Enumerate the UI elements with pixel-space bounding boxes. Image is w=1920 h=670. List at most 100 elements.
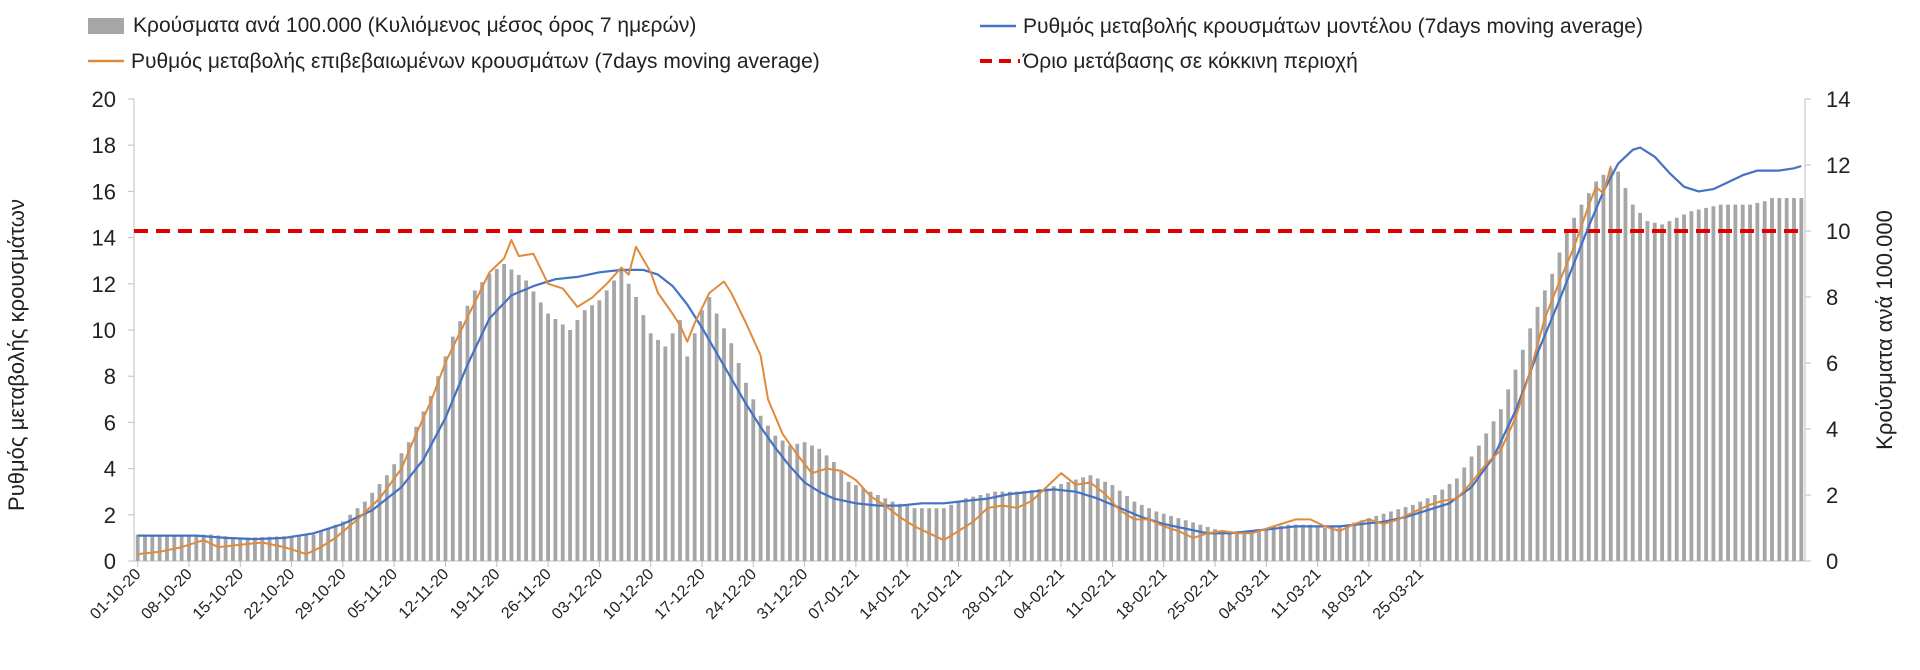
y-tick-right-label: 12 <box>1826 153 1850 178</box>
bar <box>1572 217 1577 562</box>
bar <box>1154 511 1159 561</box>
bar <box>494 268 499 561</box>
bar <box>1447 484 1452 561</box>
bar <box>919 508 924 561</box>
y-ticks-left: 0 2 4 6 8 10 12 14 16 18 20 <box>92 87 134 574</box>
bar <box>1051 486 1056 561</box>
y-tick-left-label: 16 <box>92 179 116 204</box>
bar <box>1183 520 1188 561</box>
bar <box>604 290 609 561</box>
bar <box>1682 214 1686 561</box>
legend-bars-swatch <box>88 18 124 34</box>
bar <box>1528 328 1533 561</box>
bar <box>553 319 558 561</box>
x-tick-label: 05-11-20 <box>345 566 402 623</box>
bar <box>1726 204 1730 561</box>
bar <box>201 534 206 561</box>
bar <box>1000 491 1005 561</box>
bar <box>1213 529 1217 561</box>
bar <box>311 534 316 561</box>
bar <box>1381 513 1386 561</box>
bar <box>135 534 140 561</box>
bar <box>340 521 345 561</box>
x-tick-label: 08-10-20 <box>138 566 195 623</box>
x-tick-label: 11-02-21 <box>1063 566 1120 623</box>
bar <box>377 484 382 561</box>
bar <box>780 440 785 561</box>
bar <box>985 493 990 561</box>
x-tick-label: 04-03-21 <box>1216 566 1273 623</box>
bar <box>238 537 243 561</box>
bar <box>1623 188 1628 561</box>
bar <box>832 462 836 561</box>
x-tick-label: 01-10-20 <box>87 566 144 623</box>
bar <box>817 448 822 561</box>
bar <box>751 399 756 561</box>
bar <box>641 315 646 561</box>
bar <box>846 481 851 561</box>
bar <box>582 310 587 561</box>
bar <box>883 498 888 561</box>
bar <box>1638 212 1643 561</box>
bar <box>1007 491 1012 561</box>
bar <box>348 514 353 561</box>
legend-bars-label: Κρούσματα ανά 100.000 (Κυλιόμενος μέσος … <box>133 14 696 37</box>
bar <box>428 396 433 561</box>
bar <box>1564 231 1569 561</box>
bar <box>1418 501 1423 561</box>
bar <box>1410 504 1415 561</box>
bar <box>531 291 536 561</box>
bar <box>927 508 932 561</box>
bar <box>1176 518 1181 561</box>
bar <box>1652 222 1657 561</box>
bar <box>1029 490 1034 561</box>
bar <box>1491 421 1496 561</box>
x-ticks: 01-10-2008-10-2015-10-2022-10-2029-10-20… <box>87 561 1427 623</box>
bar <box>1579 204 1584 561</box>
x-tick-label: 17-12-20 <box>652 566 709 623</box>
bar <box>216 535 221 561</box>
bar <box>1513 369 1518 561</box>
bar <box>1601 174 1606 561</box>
bar <box>853 485 858 561</box>
bar <box>487 273 492 561</box>
bar <box>480 282 485 561</box>
bar <box>1557 252 1562 561</box>
bar <box>1301 524 1305 561</box>
bar <box>209 534 213 561</box>
bar <box>1191 522 1195 561</box>
y-tick-left-label: 10 <box>92 318 116 343</box>
bar <box>1015 491 1020 561</box>
y-tick-right-label: 8 <box>1826 285 1838 310</box>
bar <box>1454 478 1459 561</box>
bar <box>1315 526 1320 561</box>
bar <box>802 442 807 561</box>
bar <box>626 283 631 561</box>
bar <box>546 313 550 561</box>
bar <box>1718 204 1723 561</box>
bar <box>187 534 191 561</box>
bar <box>971 496 976 561</box>
bar <box>524 280 529 561</box>
bar <box>1235 531 1239 561</box>
y-tick-left-label: 6 <box>104 410 116 435</box>
bar <box>1396 509 1401 561</box>
bar <box>1674 217 1679 562</box>
bar <box>1616 171 1621 561</box>
bar <box>157 534 162 561</box>
y-axis-left-title: Ρυθμός μεταβολής κρουσμάτων <box>4 199 29 511</box>
bar <box>1476 445 1481 561</box>
x-tick-label: 18-03-21 <box>1318 566 1375 623</box>
x-tick-label: 25-03-21 <box>1370 566 1427 623</box>
bar <box>941 508 946 561</box>
bar <box>1733 204 1738 561</box>
bar <box>1279 525 1283 561</box>
legend-threshold-label: Όριο μετάβασης σε κόκκινη περιοχή <box>1022 50 1358 73</box>
bar <box>934 508 939 561</box>
bar <box>993 491 998 561</box>
bar <box>421 411 426 561</box>
bar <box>707 297 712 561</box>
bar <box>1073 479 1078 561</box>
bar <box>1462 467 1467 561</box>
bar <box>810 445 814 561</box>
